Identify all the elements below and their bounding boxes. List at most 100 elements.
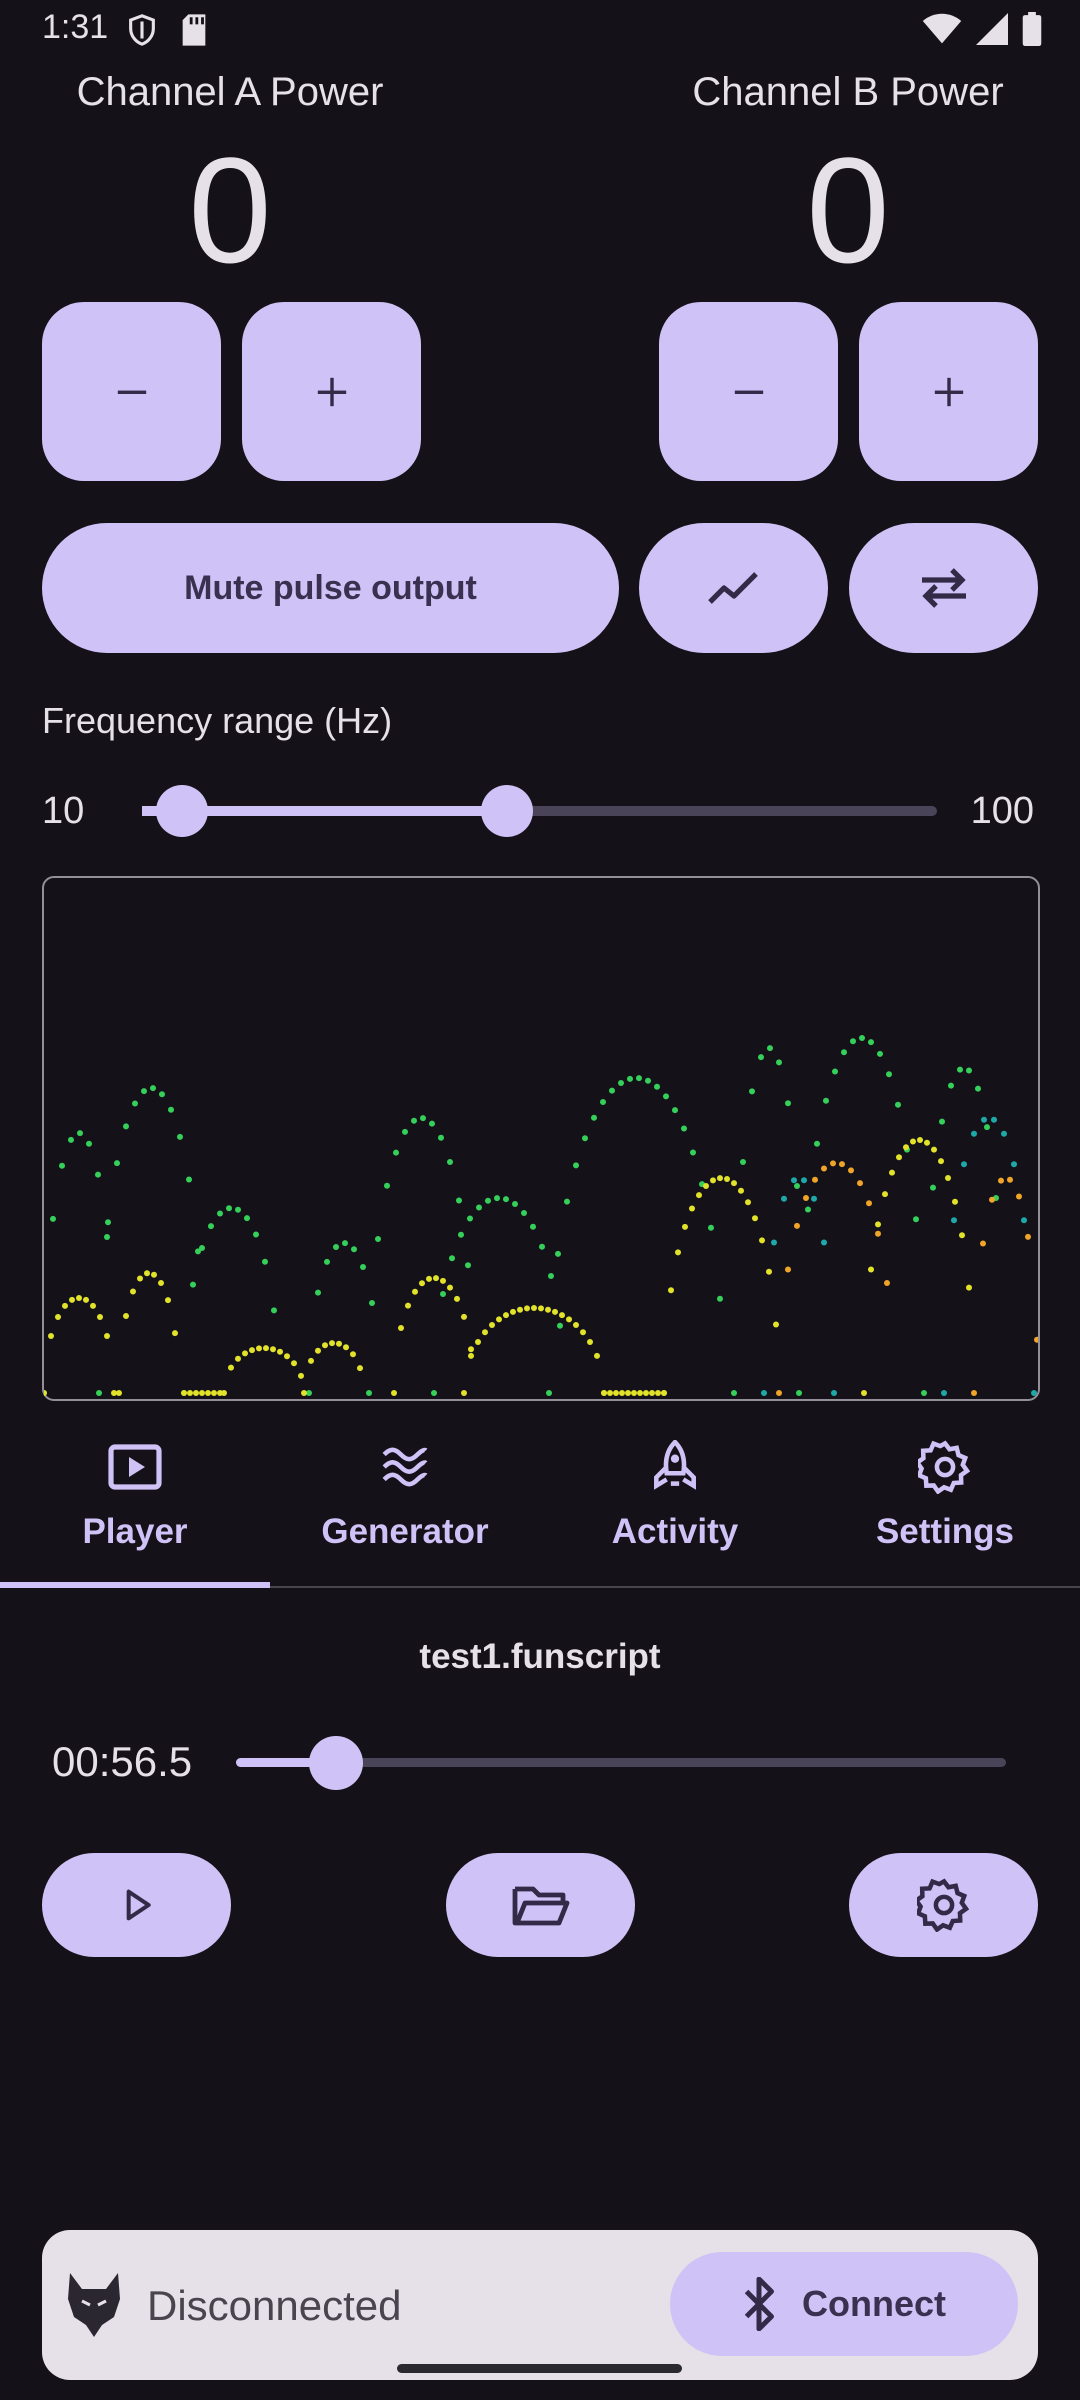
pulse-dot xyxy=(77,1130,83,1137)
pulse-dot xyxy=(315,1289,321,1296)
pulse-dot xyxy=(625,1390,631,1396)
pulse-dot xyxy=(489,1322,495,1328)
pulse-dot xyxy=(811,1195,817,1202)
status-time: 1:31 xyxy=(42,8,109,46)
pulse-dot xyxy=(531,1305,537,1311)
connect-button[interactable]: Connect xyxy=(670,2252,1018,2356)
graph-toggle-button[interactable] xyxy=(639,523,828,653)
gear-icon xyxy=(918,1440,971,1494)
wolf-logo-icon xyxy=(68,2273,120,2337)
channel-b-decrease-button[interactable] xyxy=(659,302,838,481)
pulse-dot xyxy=(740,1159,746,1165)
swap-channels-button[interactable] xyxy=(849,523,1038,653)
tab-generator[interactable]: Generator xyxy=(270,1420,540,1585)
pulse-dot xyxy=(132,1100,138,1107)
pulse-dot xyxy=(794,1183,800,1189)
pulse-dot xyxy=(69,1296,75,1303)
pulse-dot xyxy=(151,1271,157,1278)
tab-player[interactable]: Player xyxy=(0,1420,270,1585)
pulse-dot xyxy=(776,1059,782,1066)
channel-a-decrease-button[interactable] xyxy=(42,302,221,481)
pulse-dot xyxy=(308,1357,314,1364)
pulse-dot xyxy=(59,1162,65,1169)
open-file-button[interactable] xyxy=(446,1853,635,1957)
channel-a-increase-button[interactable] xyxy=(242,302,421,481)
pulse-dot xyxy=(503,1196,509,1203)
pulse-dot xyxy=(539,1243,545,1250)
plus-icon xyxy=(317,377,346,406)
pulse-dot xyxy=(158,1280,164,1286)
pulse-dot xyxy=(758,1054,764,1061)
pulse-dot xyxy=(675,1249,681,1256)
pulse-dot xyxy=(244,1215,250,1222)
pulse-dot xyxy=(375,1236,381,1242)
pulse-dot xyxy=(559,1312,565,1319)
frequency-low-thumb[interactable] xyxy=(156,785,208,837)
pulse-dot xyxy=(530,1223,536,1230)
pulse-dot xyxy=(482,1329,488,1336)
pulse-dot xyxy=(613,1390,619,1396)
pulse-dot xyxy=(821,1165,827,1172)
pulse-dot xyxy=(329,1340,335,1347)
pulse-dot xyxy=(957,1066,963,1073)
player-settings-button[interactable] xyxy=(849,1853,1038,1957)
pulse-dot xyxy=(875,1221,881,1228)
pulse-dots xyxy=(41,1035,1040,1396)
pulse-dot xyxy=(50,1215,56,1222)
pulse-dot xyxy=(1001,1130,1007,1137)
pulse-dot xyxy=(939,1118,945,1125)
pulse-dot xyxy=(405,1302,411,1309)
channel-a-value: 0 xyxy=(188,126,272,294)
pulse-dot xyxy=(877,1050,883,1057)
connect-button-label: Connect xyxy=(802,2283,946,2324)
pulse-dot xyxy=(253,1231,259,1238)
pulse-dot xyxy=(342,1240,348,1247)
tab-settings[interactable]: Settings xyxy=(810,1420,1080,1585)
pulse-dot xyxy=(496,1316,502,1323)
pulse-dot xyxy=(966,1067,972,1074)
frequency-range-track[interactable] xyxy=(142,806,937,816)
pulse-dot xyxy=(767,1045,773,1052)
pulse-dot xyxy=(910,1138,916,1145)
funscript-file-name: test1.funscript xyxy=(419,1637,661,1676)
pulse-dot xyxy=(839,1161,845,1168)
pulse-dot xyxy=(350,1351,356,1358)
pulse-dot xyxy=(116,1390,122,1396)
wifi-icon xyxy=(922,13,962,44)
pulse-dot xyxy=(607,1390,613,1396)
pulse-dot xyxy=(831,1390,837,1396)
pulse-dot xyxy=(655,1390,661,1396)
pulse-dot xyxy=(781,1195,787,1202)
pulse-dot xyxy=(402,1128,408,1135)
playback-seek-thumb[interactable] xyxy=(309,1736,364,1790)
rocket-icon xyxy=(654,1440,696,1490)
pulse-dot xyxy=(301,1390,307,1396)
playback-seek-track[interactable] xyxy=(236,1758,1006,1767)
pulse-dot xyxy=(548,1273,554,1279)
pulse-dot xyxy=(555,1250,561,1257)
pulse-dot xyxy=(186,1176,192,1183)
pulse-dot xyxy=(322,1342,328,1349)
play-button[interactable] xyxy=(42,1853,231,1957)
plus-icon xyxy=(934,377,963,406)
pulse-dot xyxy=(41,1390,47,1396)
pulse-dot xyxy=(776,1390,782,1396)
pulse-dot xyxy=(805,1206,811,1213)
pulse-dot xyxy=(1031,1390,1037,1396)
pulse-dot xyxy=(724,1176,730,1182)
tab-divider xyxy=(0,1586,1080,1588)
pulse-dot xyxy=(663,1093,669,1100)
pulse-dot xyxy=(517,1306,523,1313)
channel-b-increase-button[interactable] xyxy=(859,302,1038,481)
pulse-dot xyxy=(263,1345,269,1352)
mute-pulse-button[interactable]: Mute pulse output xyxy=(42,523,619,653)
pulse-dot xyxy=(440,1277,446,1284)
frequency-high-thumb[interactable] xyxy=(481,785,534,837)
pulse-dot xyxy=(343,1344,349,1351)
pulse-dot xyxy=(211,1390,217,1396)
pulse-dot xyxy=(465,1262,471,1269)
pulse-dot xyxy=(130,1288,136,1295)
channel-b-title: Channel B Power xyxy=(692,70,1004,114)
pulse-dot xyxy=(812,1176,818,1183)
tab-activity[interactable]: Activity xyxy=(540,1420,810,1585)
